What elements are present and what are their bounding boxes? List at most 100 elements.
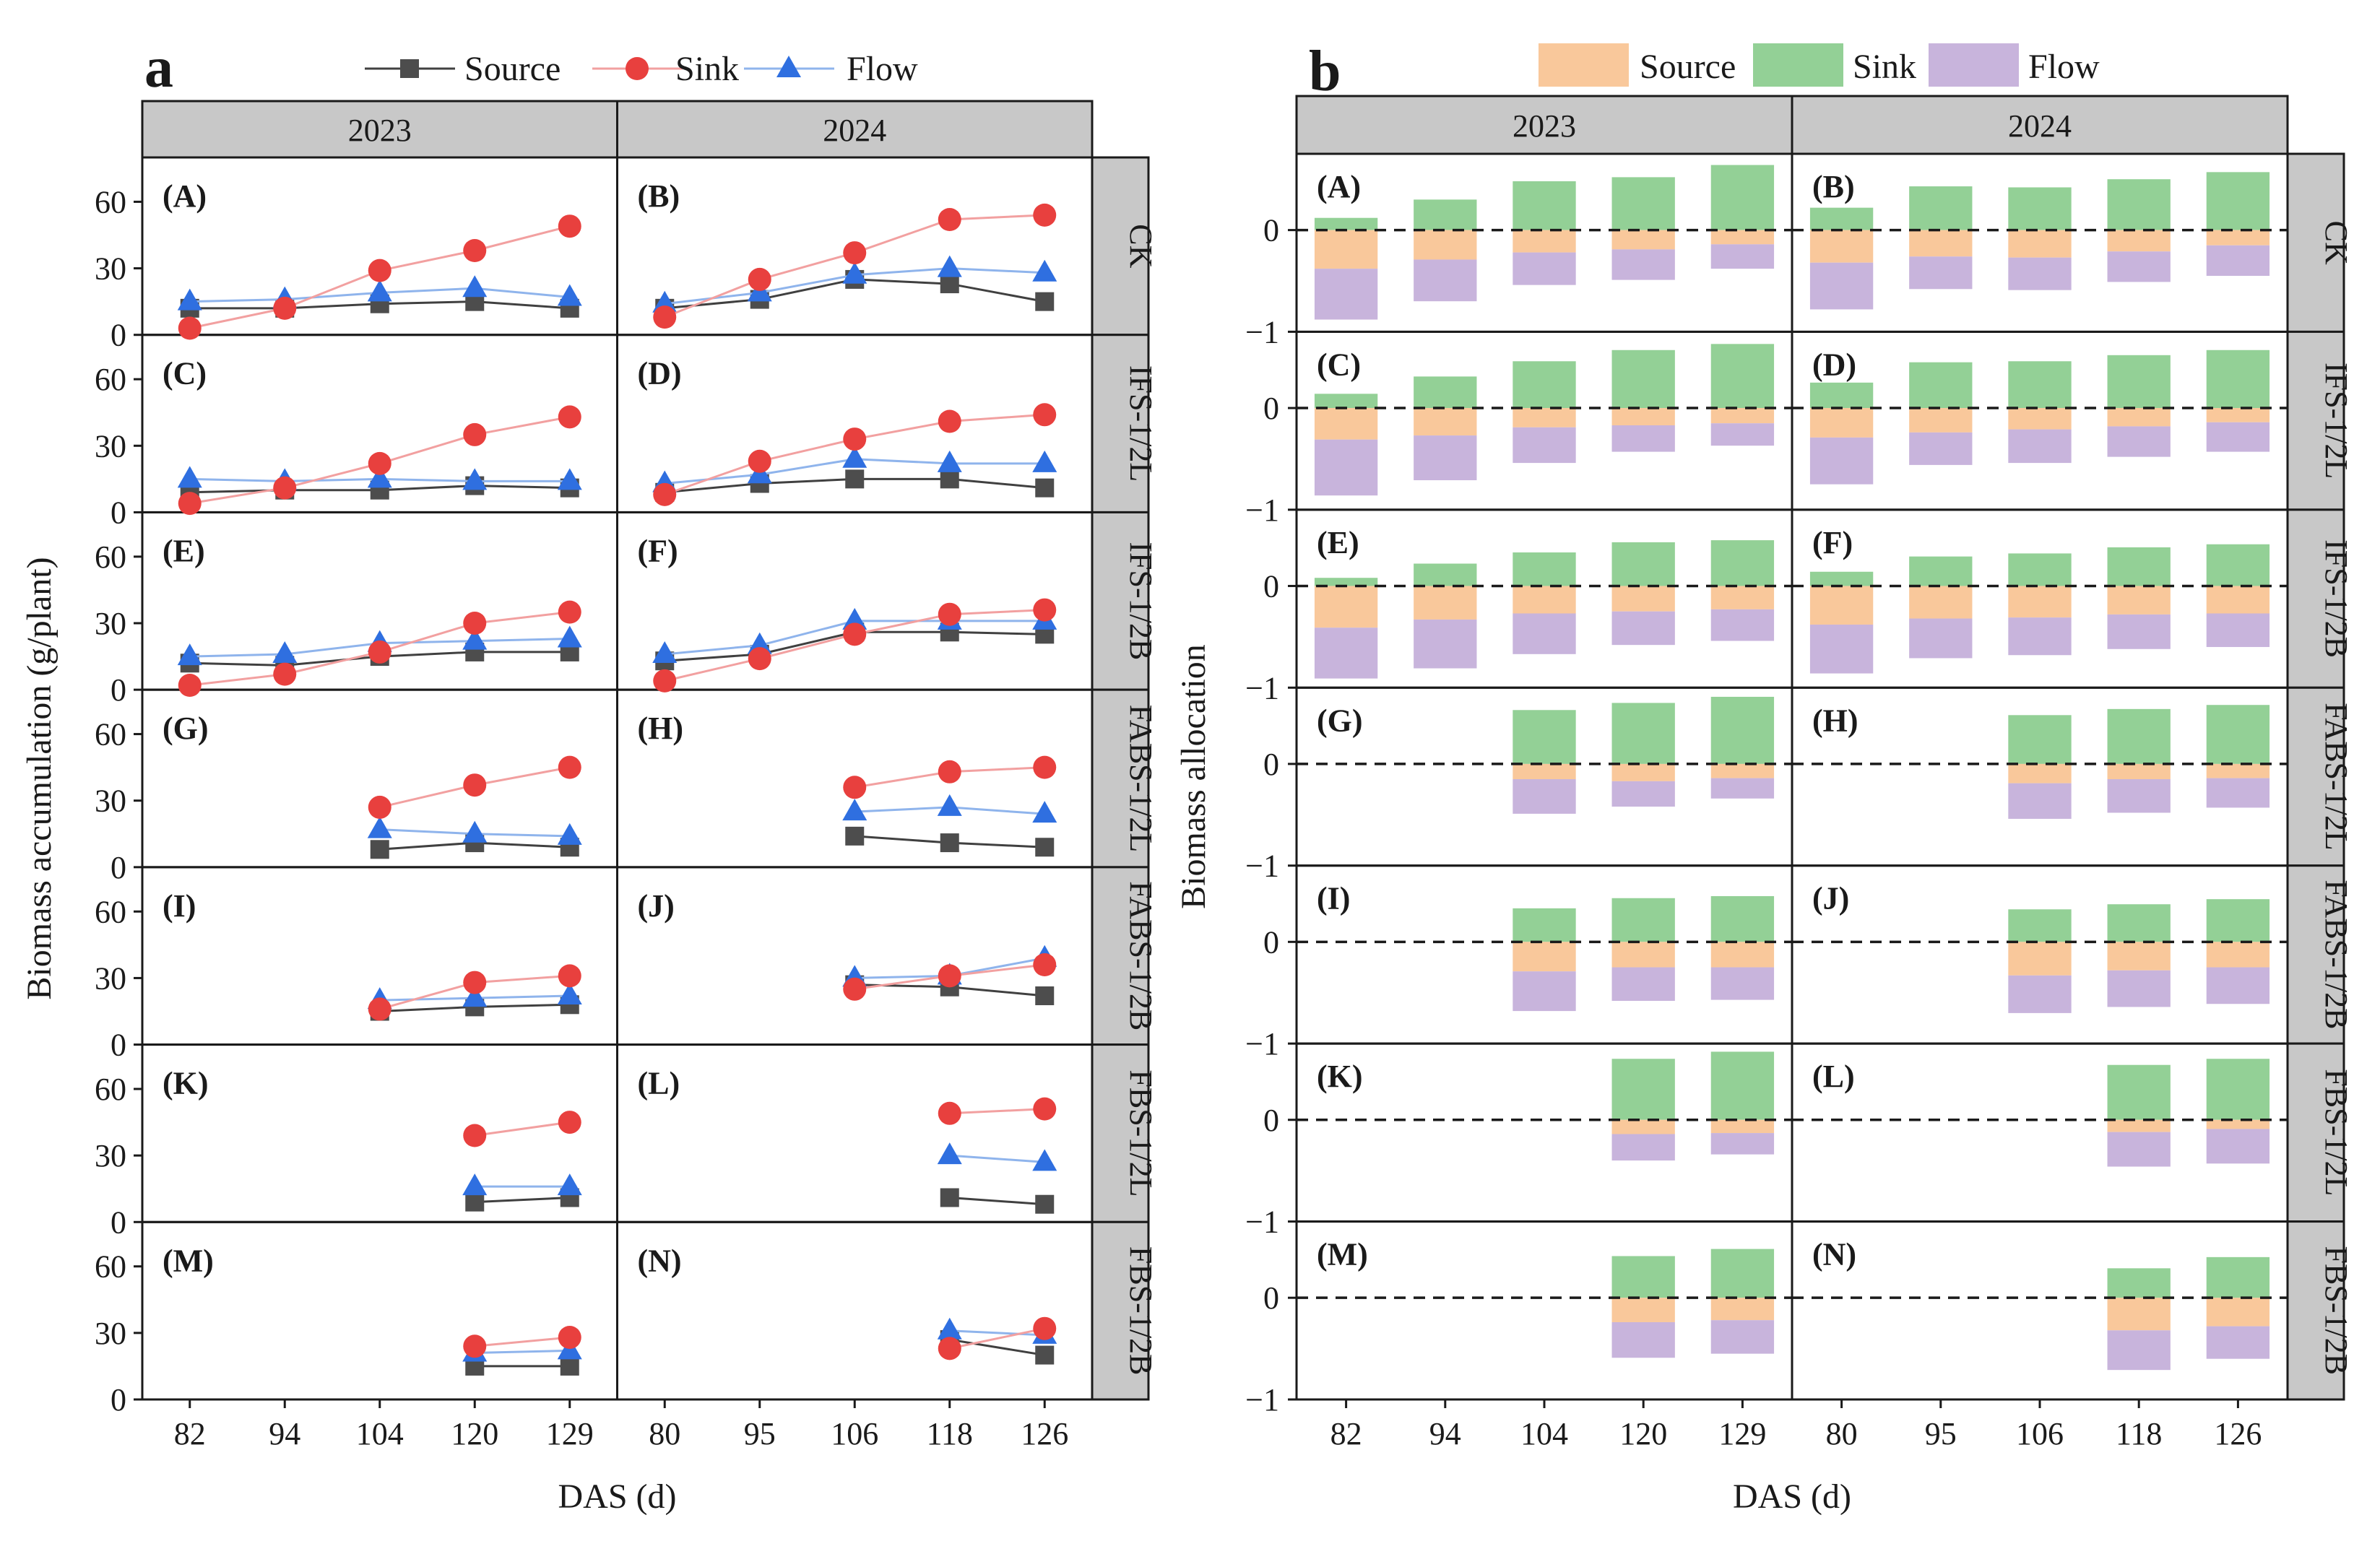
- source-bar: [1710, 1298, 1775, 1321]
- panel-label: (E): [163, 533, 205, 568]
- sink-point: [843, 241, 867, 265]
- source-bar: [1710, 586, 1775, 609]
- source-bar: [2008, 763, 2072, 783]
- flow-bar: [1611, 249, 1675, 280]
- flow-bar: [2107, 1330, 2171, 1371]
- source-point: [560, 1356, 579, 1376]
- sink-bar: [1611, 1059, 1675, 1120]
- y-axis-title: Biomass allocation: [1174, 644, 1213, 909]
- treatment-label: IFS-1/2L: [2319, 363, 2354, 479]
- sink-bar: [2206, 1059, 2270, 1120]
- sink-point: [463, 612, 487, 635]
- flow-bar: [2206, 422, 2270, 452]
- source-point: [1035, 986, 1055, 1005]
- x-tick-label: 129: [1718, 1416, 1766, 1451]
- source-bar: [1710, 942, 1775, 968]
- sink-point: [1033, 755, 1057, 779]
- y-tick-label: 0: [111, 318, 126, 353]
- flow-bar: [1611, 1321, 1675, 1358]
- year-strip-b: [1791, 95, 2289, 155]
- sink-point: [1033, 953, 1057, 976]
- x-axis-title: DAS (d): [1733, 1477, 1851, 1516]
- legend-source-label: Source: [464, 50, 561, 88]
- sink-bar: [2206, 899, 2270, 942]
- y-tick-label: 0: [1263, 747, 1279, 782]
- year-strip-a: [141, 100, 618, 159]
- source-bar: [1611, 763, 1675, 781]
- flow-point: [747, 632, 772, 654]
- y-tick-label: 0: [1263, 391, 1279, 426]
- sink-bar: [1314, 217, 1378, 230]
- x-tick-label: 95: [1925, 1416, 1957, 1451]
- y-tick-label: 60: [95, 1249, 126, 1285]
- x-axis-title: DAS (d): [558, 1477, 677, 1516]
- treatment-label: IFS-1/2B: [1123, 542, 1159, 660]
- flow-point: [462, 985, 488, 1007]
- flow-bar: [1611, 781, 1675, 807]
- x-tick-label: 94: [269, 1416, 300, 1451]
- flow-bar: [1710, 609, 1775, 641]
- flow-point: [177, 643, 202, 666]
- source-bar: [2206, 942, 2270, 968]
- panel-a: a Source Sink Flow 2023 2024 CK IFS-1/2L IFS-1/2…: [20, 36, 1159, 1516]
- plot-frame-a: [616, 1043, 1094, 1223]
- sink-bar: [1710, 895, 1775, 942]
- treatment-label: FBS-1/2B: [1123, 1246, 1159, 1376]
- source-bar: [1611, 1298, 1675, 1322]
- flow-bar: [1414, 619, 1477, 669]
- y-tick-label: 0: [111, 1028, 126, 1063]
- sink-bar: [1710, 1051, 1775, 1120]
- flow-bar: [2107, 970, 2171, 1007]
- flow-point: [462, 468, 488, 490]
- source-bar: [1513, 230, 1576, 253]
- legend-source-marker: [400, 59, 419, 78]
- y-tick-label: −1: [1245, 492, 1279, 528]
- source-bar: [1513, 942, 1576, 972]
- sink-point: [368, 451, 391, 475]
- flow-point: [1032, 801, 1057, 823]
- sink-bar: [2008, 553, 2072, 586]
- flow-point: [842, 261, 867, 284]
- source-bar: [2008, 586, 2072, 618]
- y-tick-label: 60: [95, 362, 126, 397]
- flow-point: [462, 628, 488, 650]
- x-tick-label: 106: [2016, 1416, 2064, 1451]
- sink-point: [178, 674, 202, 697]
- flow-bar: [1513, 613, 1576, 654]
- flow-bar: [2206, 1129, 2270, 1164]
- flow-bar: [1710, 1320, 1775, 1354]
- source-point: [465, 1192, 485, 1212]
- flow-bar: [1314, 439, 1378, 496]
- flow-point: [557, 983, 582, 1004]
- source-bar: [1611, 408, 1675, 425]
- y-tick-label: 60: [95, 184, 126, 220]
- flow-point: [1032, 450, 1057, 472]
- sink-bar: [1710, 165, 1775, 230]
- x-tick-label: 120: [1619, 1416, 1667, 1451]
- flow-bar: [1809, 624, 1874, 674]
- legend-sink-swatch: [1753, 43, 1843, 87]
- sink-bar: [2107, 1064, 2171, 1120]
- sink-point: [1033, 598, 1057, 622]
- treatment-label: CK: [1123, 224, 1159, 268]
- source-point: [1035, 292, 1055, 311]
- panel-label: (B): [638, 178, 680, 214]
- flow-bar: [1710, 423, 1775, 446]
- sink-point: [938, 208, 961, 231]
- flow-point: [842, 799, 867, 821]
- source-bar: [1414, 230, 1477, 260]
- source-bar: [1513, 408, 1576, 427]
- legend-sink-marker: [626, 57, 649, 80]
- flow-bar: [2206, 245, 2270, 276]
- panel-label: (F): [638, 533, 678, 568]
- sink-bar: [2107, 708, 2171, 764]
- sink-bar: [1809, 207, 1874, 230]
- y-tick-label: 0: [1263, 1280, 1279, 1316]
- x-tick-label: 82: [1330, 1416, 1362, 1451]
- sink-point: [273, 476, 297, 500]
- x-tick-label: 95: [744, 1416, 776, 1451]
- panel-b: b Source Sink Flow 2023 2024 CK IFS-1/2L IFS-1/2…: [1174, 40, 2354, 1516]
- sink-point: [178, 492, 202, 516]
- sink-point: [938, 602, 961, 626]
